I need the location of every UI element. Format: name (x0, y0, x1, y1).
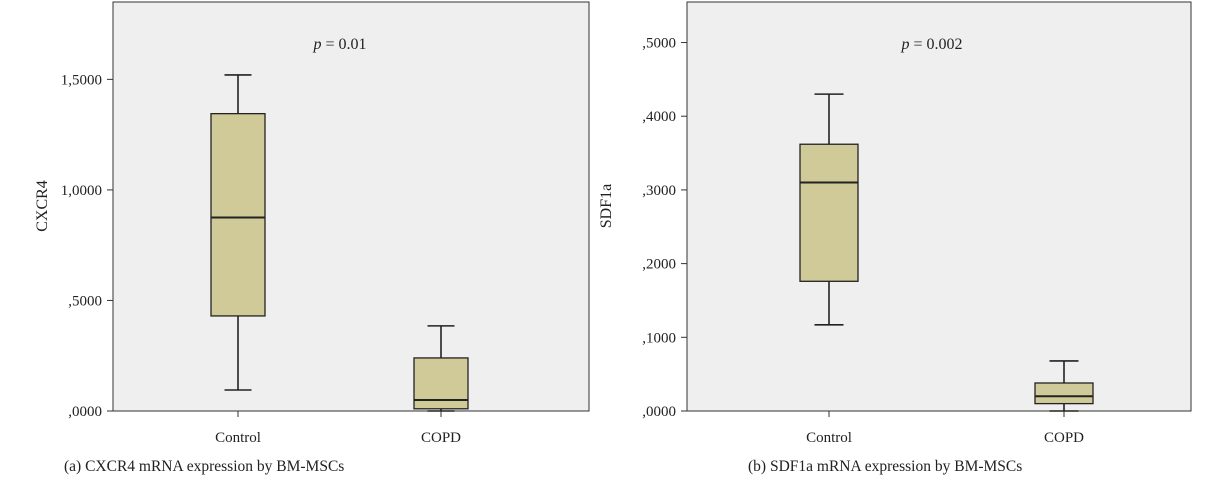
box-b-control (799, 93, 859, 326)
y-tick-label-b-4: ,4000 (642, 109, 676, 125)
x-axis-a: Control COPD (215, 411, 461, 446)
y-tick-label-b-1: ,1000 (642, 330, 676, 346)
caption-b: (b) SDF1a mRNA expression by BM-MSCs (748, 458, 1022, 475)
x-tick-label-a-0: Control (215, 430, 261, 446)
y-tick-label-b-2: ,2000 (642, 257, 676, 273)
p-symbol-a: p (312, 36, 321, 53)
box-a-copd (413, 325, 469, 412)
y-axis-title-a: CXCR4 (34, 180, 51, 232)
p-symbol-b: p (900, 36, 909, 53)
iqr-box (210, 112, 266, 317)
plot-area-b (686, 1, 1192, 412)
plot-area-a (112, 1, 590, 412)
x-tick-label-a-1: COPD (421, 430, 461, 446)
y-tick-label-b-3: ,3000 (642, 183, 676, 199)
panel-a: ,0000 ,5000 1,0000 1,5000 CXCR4 p = 0.01 Co… (34, 1, 590, 475)
y-tick-label-a-2: 1,0000 (61, 183, 102, 199)
y-tick-label-a-3: 1,5000 (61, 72, 102, 88)
boxes-b (799, 93, 1094, 412)
caption-a: (a) CXCR4 mRNA expression by BM-MSCs (64, 458, 344, 475)
p-text-a: = 0.01 (321, 36, 366, 53)
boxes-a (210, 74, 469, 412)
p-value-annotation-b: p = 0.002 (900, 36, 962, 53)
y-tick-label-b-0: ,0000 (642, 404, 676, 420)
panel-b: ,0000 ,1000 ,2000 ,3000 ,4000 ,5000 SDF1a p =… (598, 1, 1192, 475)
y-axis-b: ,0000 ,1000 ,2000 ,3000 ,4000 ,5000 (642, 36, 687, 420)
iqr-box (799, 143, 859, 282)
x-tick-label-b-0: Control (806, 430, 852, 446)
p-text-b: = 0.002 (909, 36, 962, 53)
y-tick-label-b-5: ,5000 (642, 36, 676, 52)
iqr-box (1034, 382, 1094, 405)
y-tick-label-a-1: ,5000 (68, 293, 102, 309)
p-value-annotation-a: p = 0.01 (312, 36, 366, 53)
y-tick-label-a-0: ,0000 (68, 404, 102, 420)
y-axis-a: ,0000 ,5000 1,0000 1,5000 (61, 72, 113, 420)
box-b-copd (1034, 360, 1094, 412)
x-tick-label-b-1: COPD (1044, 430, 1084, 446)
box-a-control (210, 74, 266, 391)
y-axis-title-b: SDF1a (598, 184, 615, 228)
iqr-box (413, 357, 469, 410)
x-axis-b: Control COPD (806, 411, 1084, 446)
